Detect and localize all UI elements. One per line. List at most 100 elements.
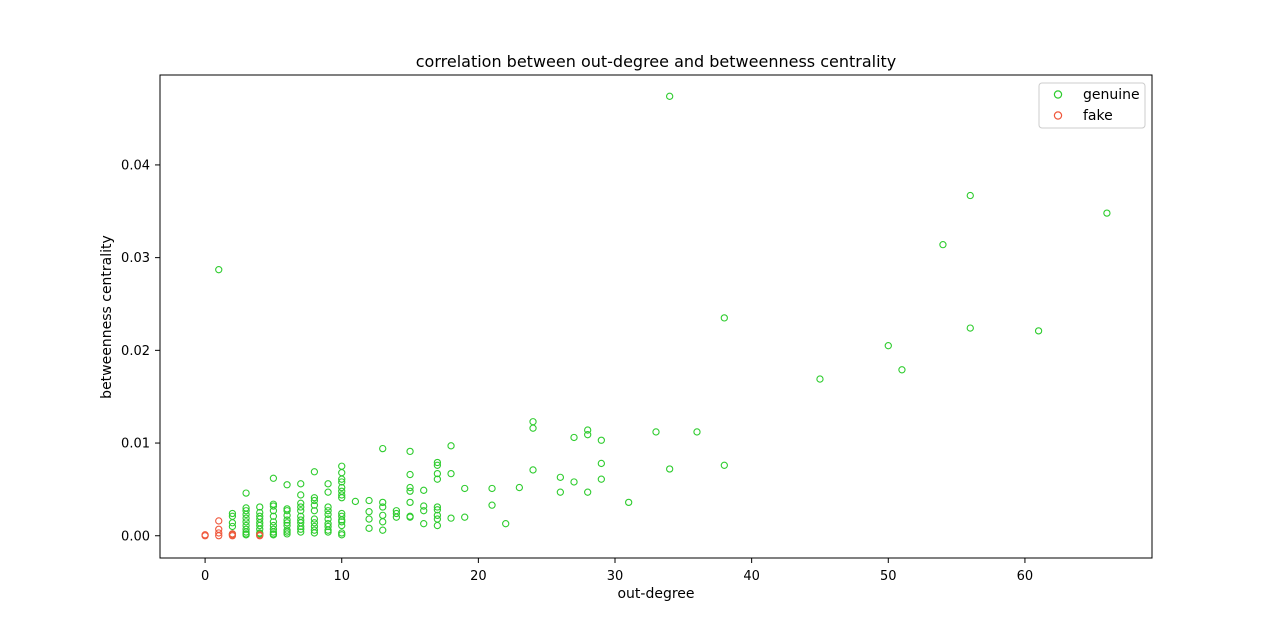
- point-genuine: [310, 529, 319, 537]
- point-genuine: [720, 314, 728, 322]
- point-genuine: [297, 480, 305, 488]
- point-genuine: [283, 507, 291, 515]
- point-genuine: [283, 530, 291, 538]
- point-genuine: [420, 520, 428, 528]
- point-genuine: [297, 522, 305, 531]
- point-genuine: [488, 484, 496, 493]
- point-genuine: [324, 515, 332, 523]
- point-genuine: [310, 501, 319, 509]
- point-genuine: [242, 518, 250, 526]
- y-tick-label: 0.04: [121, 158, 150, 173]
- point-genuine: [392, 509, 401, 518]
- point-genuine: [379, 444, 387, 453]
- point-genuine: [488, 501, 496, 509]
- point-genuine: [256, 521, 264, 530]
- point-genuine: [556, 473, 564, 481]
- point-fake: [228, 530, 237, 538]
- point-fake: [215, 517, 223, 525]
- point-genuine: [939, 240, 947, 249]
- point-genuine: [447, 469, 455, 478]
- point-genuine: [338, 483, 346, 492]
- chart-title: correlation between out-degree and betwe…: [416, 52, 897, 71]
- point-genuine: [406, 470, 414, 479]
- point-genuine: [693, 428, 701, 436]
- x-tick-label: 10: [333, 569, 350, 584]
- legend-label-genuine: genuine: [1083, 87, 1140, 103]
- point-genuine: [461, 513, 469, 521]
- y-tick-label: 0.03: [121, 251, 150, 266]
- point-genuine: [324, 503, 332, 511]
- point-genuine: [666, 92, 674, 100]
- point-genuine: [242, 514, 250, 522]
- legend: genuine fake: [1038, 82, 1146, 129]
- point-genuine: [228, 519, 237, 527]
- point-genuine: [351, 497, 360, 506]
- point-genuine: [433, 521, 442, 530]
- point-genuine: [406, 447, 414, 456]
- point-genuine: [324, 507, 332, 515]
- point-genuine: [529, 424, 537, 432]
- point-genuine: [1103, 209, 1111, 217]
- point-genuine: [269, 531, 278, 539]
- point-genuine: [406, 483, 414, 492]
- point-genuine: [898, 366, 906, 374]
- point-genuine: [297, 499, 305, 507]
- point-genuine: [597, 459, 605, 468]
- point-genuine: [242, 489, 250, 497]
- point-genuine: [515, 483, 524, 492]
- point-genuine: [597, 436, 605, 444]
- point-genuine: [392, 513, 401, 521]
- point-genuine: [433, 458, 442, 467]
- point-genuine: [379, 503, 387, 511]
- point-genuine: [269, 474, 278, 482]
- x-tick-label: 30: [607, 569, 624, 584]
- x-tick-label: 40: [743, 569, 760, 584]
- x-tick-label: 20: [470, 569, 487, 584]
- point-genuine: [338, 494, 346, 502]
- point-genuine: [242, 525, 250, 533]
- point-genuine: [584, 488, 592, 496]
- point-genuine: [365, 496, 373, 505]
- point-genuine: [338, 491, 346, 499]
- point-genuine: [365, 507, 373, 516]
- x-tick-label: 60: [1017, 569, 1034, 584]
- point-genuine: [584, 431, 592, 439]
- point-genuine: [406, 487, 414, 495]
- point-genuine: [884, 342, 892, 350]
- x-axis-ticks: 0 10 20 30 40 50 60: [201, 558, 1033, 584]
- point-genuine: [966, 191, 974, 200]
- point-genuine: [379, 526, 387, 534]
- point-genuine: [420, 502, 428, 510]
- point-genuine: [447, 442, 455, 450]
- point-genuine: [283, 519, 291, 527]
- plot-frame: [159, 74, 1153, 559]
- legend-box: [1038, 82, 1146, 129]
- y-axis-ticks: 0.00 0.01 0.02 0.03 0.04: [121, 158, 160, 544]
- x-tick-label: 50: [880, 569, 897, 584]
- point-genuine: [297, 528, 305, 536]
- point-genuine: [338, 475, 346, 483]
- point-genuine: [324, 510, 332, 519]
- points-layer: [201, 92, 1111, 540]
- y-tick-label: 0.01: [121, 437, 150, 452]
- point-genuine: [310, 494, 319, 502]
- point-genuine: [556, 488, 564, 496]
- point-genuine: [379, 518, 387, 526]
- point-genuine: [338, 512, 346, 520]
- point-genuine: [256, 503, 264, 511]
- point-genuine: [283, 516, 291, 524]
- point-genuine: [666, 465, 674, 473]
- point-genuine: [1034, 327, 1043, 335]
- point-genuine: [529, 466, 537, 474]
- point-genuine: [297, 525, 305, 533]
- point-genuine: [269, 525, 278, 533]
- point-fake: [201, 531, 209, 539]
- point-genuine: [433, 461, 442, 469]
- point-genuine: [242, 510, 250, 519]
- point-fake: [215, 529, 223, 537]
- point-genuine: [597, 475, 605, 483]
- point-genuine: [242, 531, 250, 539]
- point-genuine: [310, 526, 319, 534]
- point-genuine: [365, 515, 373, 523]
